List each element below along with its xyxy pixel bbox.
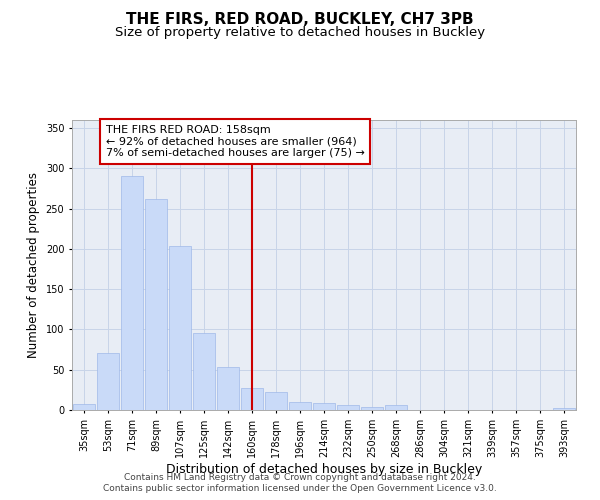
Bar <box>241 388 263 410</box>
Y-axis label: Number of detached properties: Number of detached properties <box>27 172 40 358</box>
Bar <box>313 403 335 410</box>
Bar <box>361 407 383 410</box>
Text: Contains HM Land Registry data © Crown copyright and database right 2024.: Contains HM Land Registry data © Crown c… <box>124 472 476 482</box>
Bar <box>193 334 215 410</box>
Text: THE FIRS RED ROAD: 158sqm
← 92% of detached houses are smaller (964)
7% of semi-: THE FIRS RED ROAD: 158sqm ← 92% of detac… <box>106 125 364 158</box>
X-axis label: Distribution of detached houses by size in Buckley: Distribution of detached houses by size … <box>166 462 482 475</box>
Bar <box>385 405 407 410</box>
Text: THE FIRS, RED ROAD, BUCKLEY, CH7 3PB: THE FIRS, RED ROAD, BUCKLEY, CH7 3PB <box>126 12 474 28</box>
Bar <box>121 176 143 410</box>
Text: Contains public sector information licensed under the Open Government Licence v3: Contains public sector information licen… <box>103 484 497 493</box>
Bar <box>217 366 239 410</box>
Bar <box>265 392 287 410</box>
Bar <box>97 353 119 410</box>
Bar <box>337 405 359 410</box>
Bar <box>169 246 191 410</box>
Bar <box>289 402 311 410</box>
Text: Size of property relative to detached houses in Buckley: Size of property relative to detached ho… <box>115 26 485 39</box>
Bar <box>553 408 575 410</box>
Bar <box>73 404 95 410</box>
Bar <box>145 199 167 410</box>
